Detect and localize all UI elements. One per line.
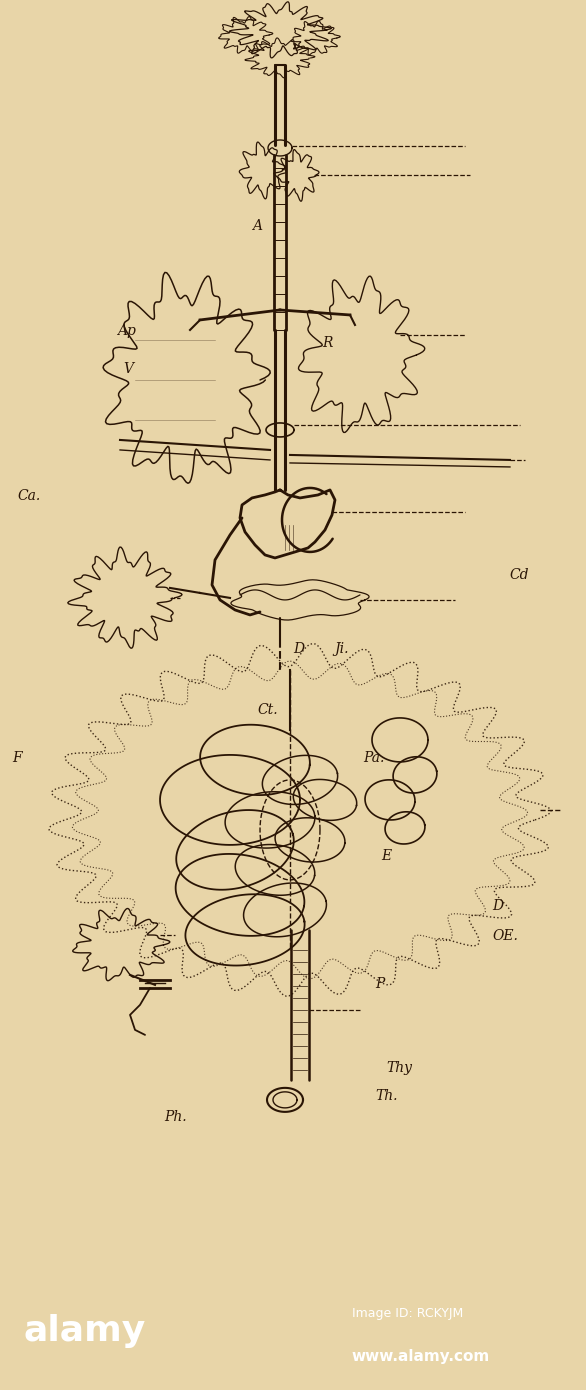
Text: D: D — [293, 642, 304, 656]
Text: Ph.: Ph. — [164, 1109, 187, 1123]
Text: alamy: alamy — [23, 1314, 146, 1348]
Text: Image ID: RCKYJM: Image ID: RCKYJM — [352, 1307, 463, 1319]
Text: F: F — [12, 751, 21, 764]
Text: www.alamy.com: www.alamy.com — [352, 1350, 490, 1365]
Text: P: P — [375, 977, 384, 991]
Text: Ca.: Ca. — [18, 489, 41, 503]
Text: V: V — [123, 361, 133, 375]
Text: Ap: Ap — [117, 324, 136, 338]
Text: Cd: Cd — [510, 569, 529, 582]
Text: OE.: OE. — [492, 929, 518, 942]
Text: R: R — [322, 336, 333, 350]
Text: Pa.: Pa. — [363, 751, 384, 764]
Text: Th.: Th. — [375, 1090, 397, 1104]
Text: Ji.: Ji. — [334, 642, 349, 656]
Text: Ct.: Ct. — [258, 703, 278, 717]
Text: E: E — [381, 849, 391, 863]
Text: D: D — [492, 898, 503, 913]
Text: Thy: Thy — [387, 1062, 413, 1076]
Text: A: A — [252, 220, 262, 234]
